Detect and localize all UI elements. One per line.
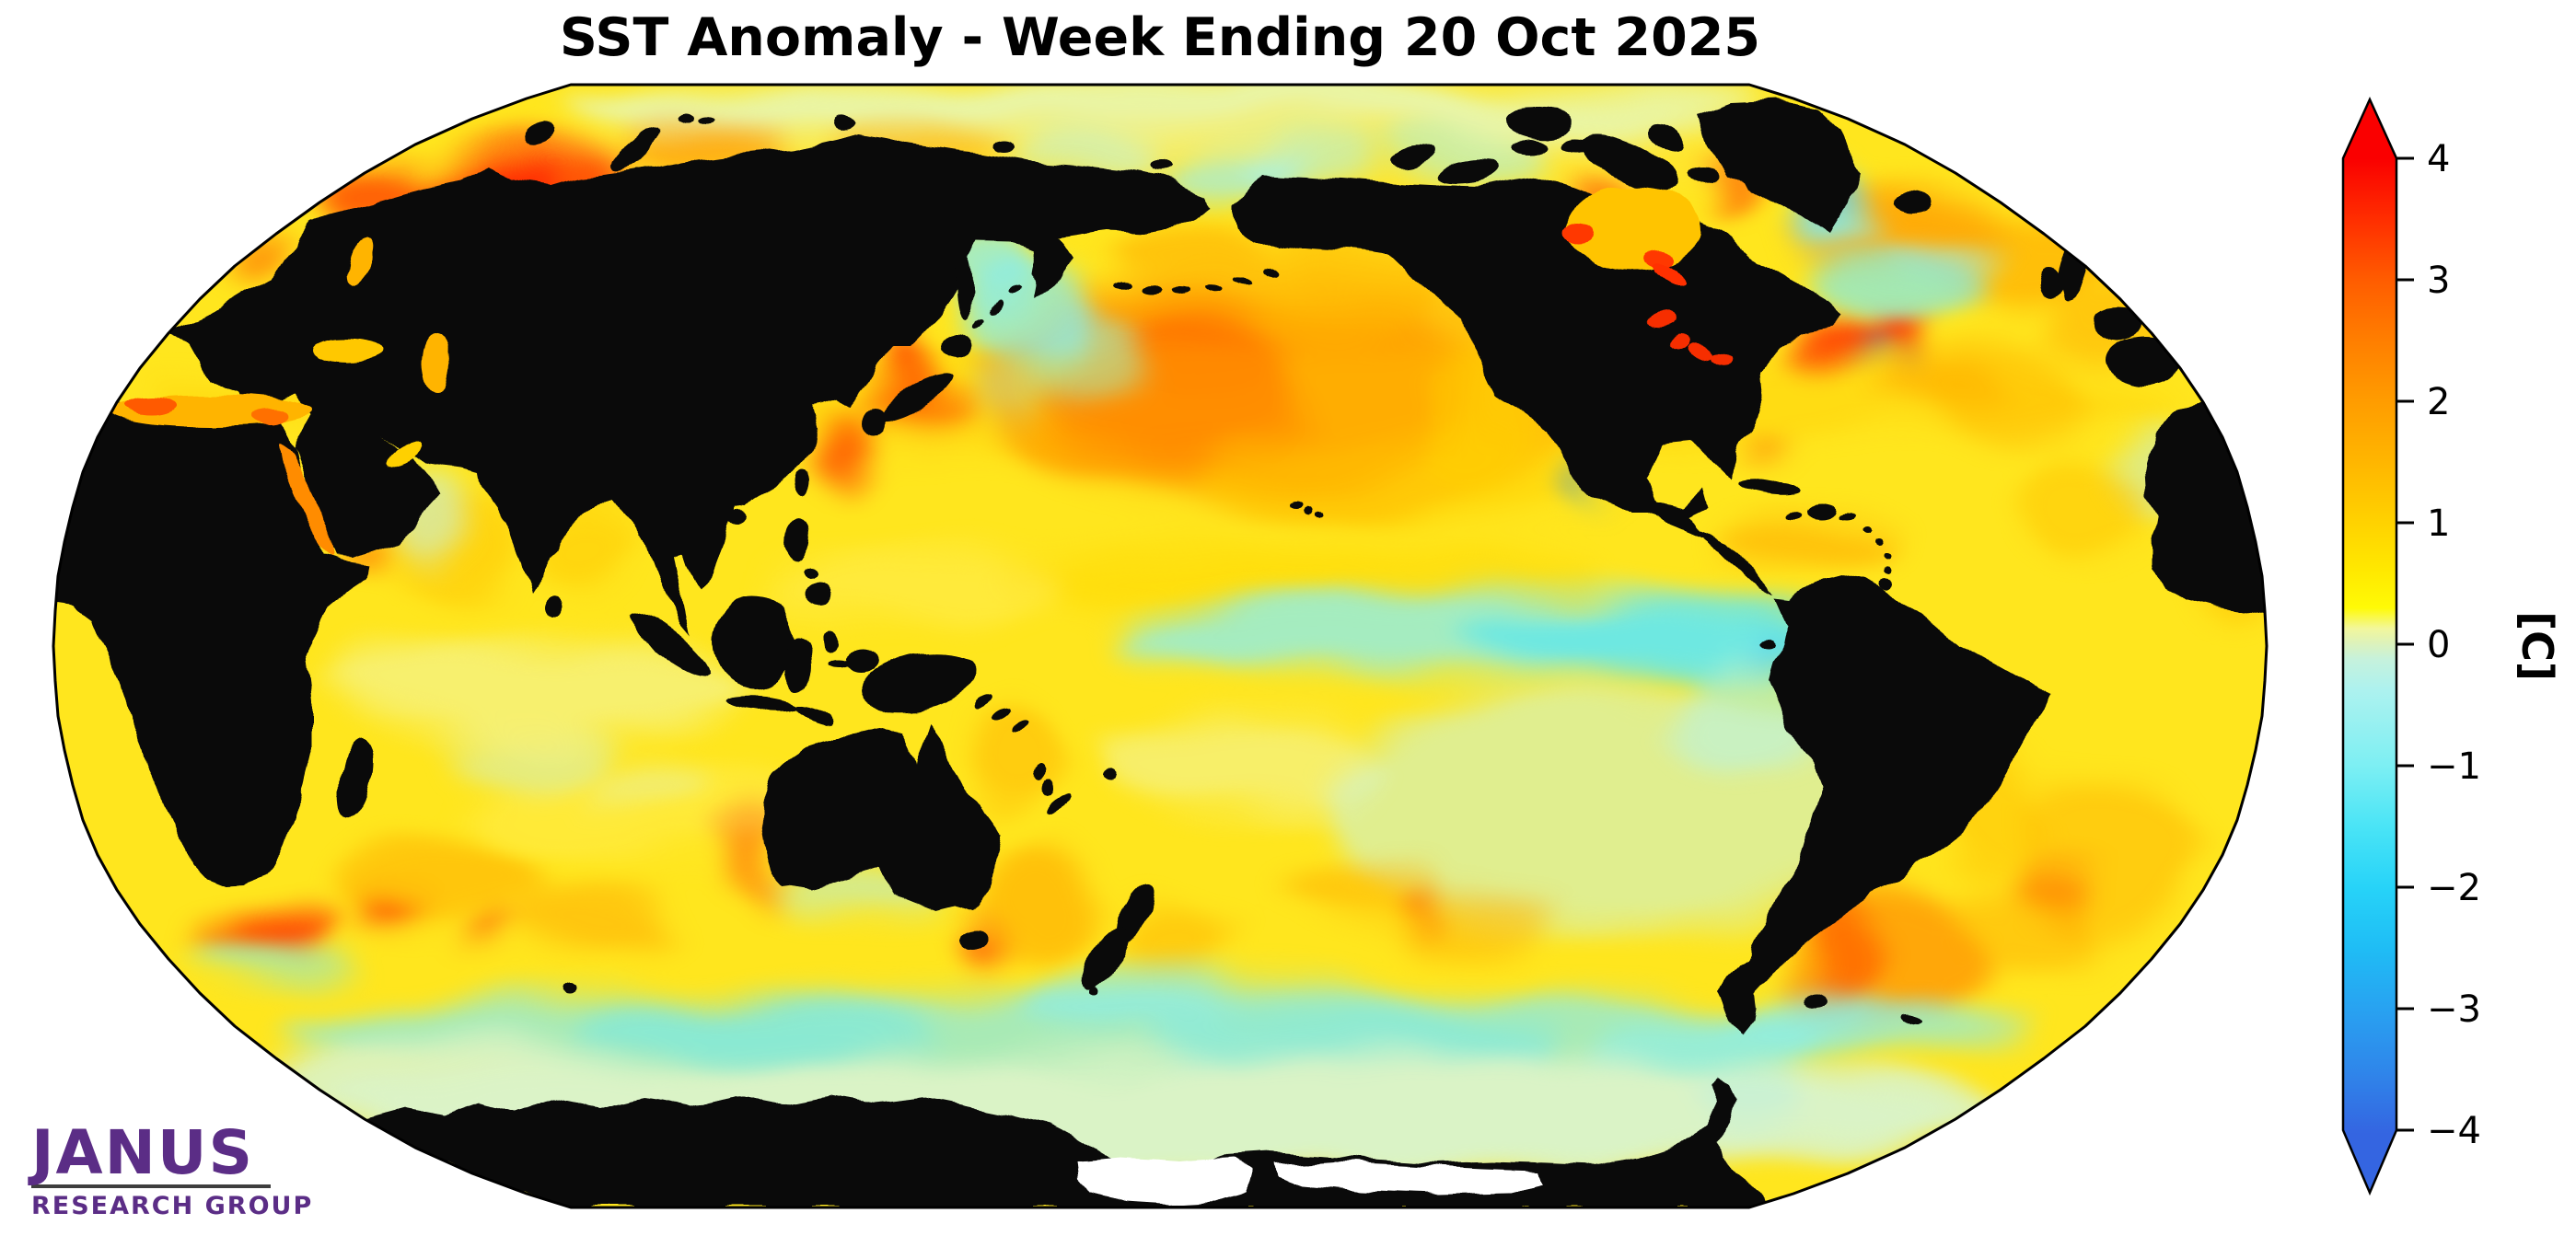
logo-name: JANUS (31, 1117, 254, 1188)
colorbar-gradient-bar (2341, 96, 2398, 1196)
janus-logo: JANUS RESEARCH GROUP (31, 1121, 313, 1220)
colorbar-tick-label: −1 (2427, 745, 2481, 788)
colorbar-tick-label: 3 (2427, 260, 2450, 302)
world-map (53, 85, 2267, 1207)
islands (339, 108, 2184, 1026)
landmass-north-america (1235, 175, 1841, 595)
colorbar-tick-label: −4 (2427, 1110, 2481, 1152)
colorbar-tick-label: 1 (2427, 502, 2450, 545)
chart-title: SST Anomaly - Week Ending 20 Oct 2025 (559, 7, 1761, 68)
colorbar-tick-label: −3 (2427, 988, 2481, 1031)
antarctic-ice-shelf (1077, 1158, 1543, 1204)
colorbar-tick-label: −2 (2427, 867, 2481, 909)
landmass-eurasia (168, 134, 1213, 638)
colorbar-unit-label: [C] (2512, 611, 2562, 681)
landmass-south-america (1720, 572, 2050, 1034)
colorbar-tick-label: 4 (2427, 138, 2450, 180)
colorbar-tick-label: 0 (2427, 624, 2450, 666)
logo-subtitle: RESEARCH GROUP (31, 1192, 314, 1221)
inland-seas (110, 186, 1733, 557)
colorbar-tick-labels: 4 3 2 1 0 −1 −2 −3 −4 (2427, 138, 2481, 1152)
colorbar-ticks (2396, 156, 2414, 1132)
landmass-africa-east (53, 402, 373, 886)
landmass-australia (760, 722, 1000, 912)
landmass-greenland (1697, 99, 1859, 236)
ocean-anomaly-field (147, 85, 2267, 1178)
colorbar-tick-label: 2 (2427, 381, 2450, 423)
logo-divider (31, 1184, 271, 1189)
colorbar: 4 3 2 1 0 −1 −2 −3 −4 [C] (2341, 96, 2562, 1196)
continents (53, 99, 2267, 1207)
great-lakes (1649, 312, 1733, 366)
